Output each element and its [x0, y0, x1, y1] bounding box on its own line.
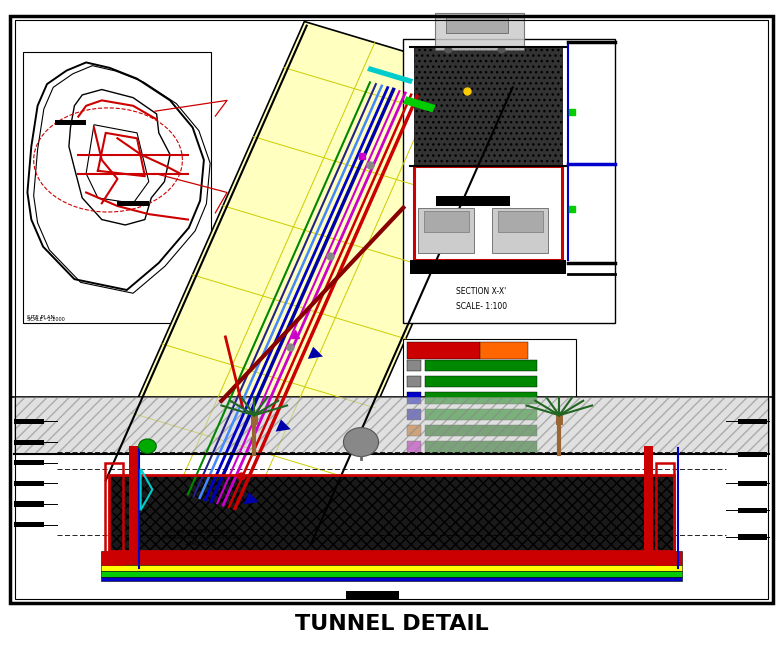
Bar	[407, 409, 421, 420]
Text: PLAN SHOWING TUNNEL
THROUGH THE 24 M WIDE ROAD
SCALE - 1:50: PLAN SHOWING TUNNEL THROUGH THE 24 M WID…	[161, 530, 241, 546]
Bar	[23, 52, 211, 322]
Bar	[425, 376, 537, 388]
Bar	[436, 196, 510, 206]
Bar	[413, 47, 562, 166]
Bar	[407, 392, 421, 404]
Bar	[644, 446, 653, 560]
Circle shape	[497, 46, 506, 54]
Bar	[738, 535, 767, 540]
Text: TUNNEL DETAIL: TUNNEL DETAIL	[294, 613, 489, 634]
Bar	[10, 397, 773, 603]
Bar	[498, 211, 543, 232]
Text: SITE PLAN: SITE PLAN	[27, 315, 55, 320]
Text: SCALE - 1:2000: SCALE - 1:2000	[27, 317, 65, 322]
Bar	[367, 66, 413, 84]
Bar	[14, 439, 44, 444]
Bar	[403, 96, 436, 112]
Bar	[407, 376, 421, 388]
Bar	[110, 475, 673, 551]
Bar	[14, 501, 44, 506]
Bar	[493, 208, 548, 253]
Bar	[102, 565, 681, 571]
Bar	[346, 591, 399, 600]
Bar	[102, 551, 681, 565]
Bar	[435, 13, 524, 50]
Bar	[407, 441, 421, 453]
Bar	[656, 462, 673, 564]
Bar	[14, 481, 44, 486]
Bar	[106, 462, 123, 564]
Bar	[425, 392, 537, 404]
Bar	[117, 201, 149, 206]
Bar	[403, 39, 615, 322]
Text: SECTION X-X': SECTION X-X'	[456, 287, 507, 296]
Bar	[407, 342, 479, 359]
Bar	[14, 397, 769, 455]
Bar	[129, 446, 139, 560]
Bar	[424, 211, 469, 232]
Circle shape	[444, 46, 453, 54]
Bar	[102, 577, 681, 581]
Bar	[14, 460, 44, 465]
Bar	[55, 120, 86, 124]
Bar	[418, 208, 474, 253]
Circle shape	[139, 439, 157, 453]
Bar	[403, 339, 576, 461]
Text: SCALE- 1:100: SCALE- 1:100	[456, 303, 507, 312]
Bar	[738, 419, 767, 424]
Bar	[738, 481, 767, 486]
Bar	[425, 409, 537, 420]
Polygon shape	[101, 21, 518, 546]
Bar	[738, 508, 767, 513]
Bar	[479, 342, 528, 359]
Bar	[110, 475, 673, 551]
Bar	[425, 425, 537, 436]
Bar	[407, 360, 421, 372]
Bar	[407, 425, 421, 436]
Polygon shape	[276, 419, 290, 432]
Bar	[102, 571, 681, 577]
Bar	[14, 522, 44, 527]
Bar	[14, 419, 44, 424]
Bar	[410, 260, 565, 274]
Polygon shape	[308, 347, 323, 359]
Polygon shape	[244, 492, 258, 504]
Bar	[413, 166, 562, 260]
Bar	[446, 15, 507, 34]
Bar	[425, 360, 537, 372]
Circle shape	[344, 428, 378, 457]
Bar	[15, 20, 768, 599]
Bar	[425, 441, 537, 453]
Bar	[738, 452, 767, 457]
